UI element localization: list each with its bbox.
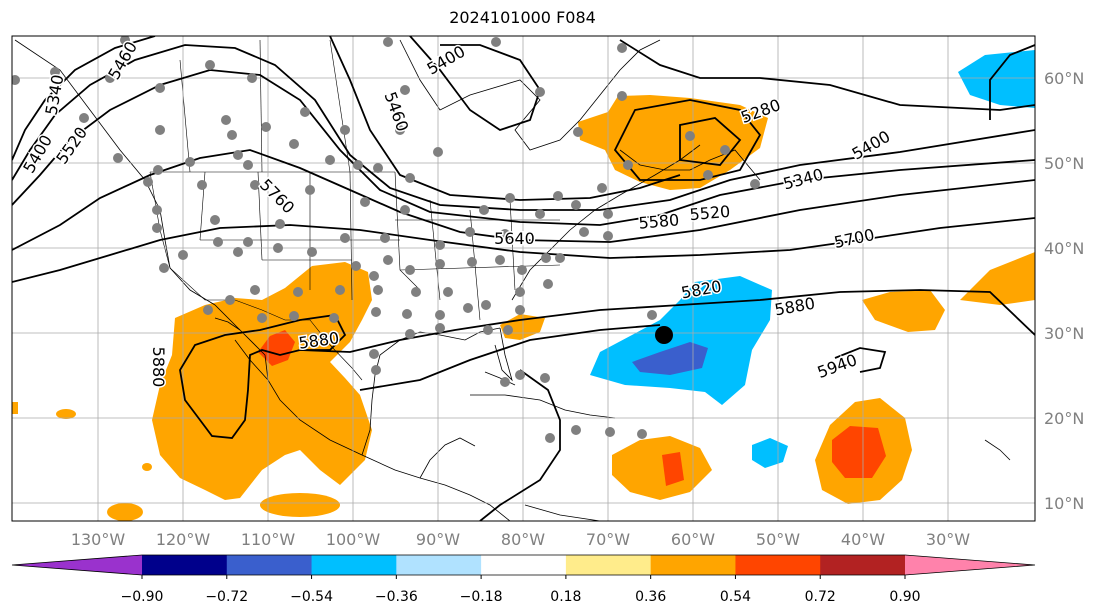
latitude-labels: 60°N 50°N 40°N 30°N 20°N 10°N [1044, 69, 1084, 513]
positive-anomaly-east-edge [960, 252, 1035, 305]
colorbar [11, 554, 1036, 576]
anomaly-shading [12, 50, 1035, 521]
colorbar-segment [396, 555, 482, 575]
colorbar-tick-label: 0.72 [805, 589, 836, 605]
colorbar-segment [311, 555, 397, 575]
colorbar-segment [142, 555, 228, 575]
height-contours [12, 36, 1035, 521]
station-dots [12, 36, 760, 443]
latitude-label: 10°N [1044, 494, 1084, 513]
contour-label: 5520 [689, 202, 731, 224]
negative-anomaly-northeast [958, 50, 1035, 108]
longitude-label: 120°W [156, 530, 211, 549]
longitude-label: 40°W [841, 530, 885, 549]
colorbar-tick-label: 0.90 [889, 589, 920, 605]
longitude-label: 70°W [586, 530, 630, 549]
positive-anomaly-atlantic-core [832, 426, 886, 478]
contour-label: 5340 [42, 73, 68, 116]
colorbar-tick-label: −0.72 [205, 589, 248, 605]
map-frame [11, 35, 1036, 522]
negative-anomaly-west-atlantic [590, 276, 772, 405]
colorbar-tick-label: −0.54 [290, 589, 333, 605]
longitude-label: 50°W [756, 530, 800, 549]
map-title: 2024101000 F084 [449, 8, 596, 27]
longitude-label: 90°W [416, 530, 460, 549]
longitude-label: 80°W [501, 530, 545, 549]
colorbar-segment [226, 555, 313, 575]
colorbar-tick-label: 0.18 [550, 589, 581, 605]
contour-label: 5340 [781, 165, 825, 194]
positive-anomaly-mexico [152, 262, 372, 500]
longitude-labels: 130°W 120°W 110°W 100°W 90°W 80°W 70°W 60°W 50°W… [71, 530, 970, 549]
colorbar-tick-label: −0.36 [375, 589, 418, 605]
colorbar-tick-label: 0.36 [635, 589, 666, 605]
contour-label: 5580 [638, 210, 680, 232]
colorbar-extend-low [12, 555, 142, 575]
contour-label: 5400 [19, 132, 56, 177]
contour-label: 5640 [494, 229, 535, 248]
colorbar-segment [735, 555, 821, 575]
colorbar-segment [565, 555, 652, 575]
colorbar-extend-high [905, 555, 1035, 575]
longitude-label: 130°W [71, 530, 126, 549]
highlighted-point [655, 326, 673, 344]
colorbar-tick-label: 0.54 [720, 589, 751, 605]
latitude-label: 50°N [1044, 154, 1084, 173]
contour-label: 5400 [849, 127, 894, 164]
colorbar-tick-label: −0.18 [460, 589, 503, 605]
latitude-label: 20°N [1044, 409, 1084, 428]
contour-label: 5940 [815, 350, 860, 382]
contour-label: 5880 [149, 347, 168, 388]
latitude-label: 40°N [1044, 239, 1084, 258]
latitude-label: 30°N [1044, 324, 1084, 343]
negative-anomaly-small [752, 438, 788, 468]
positive-anomaly-caribbean [612, 436, 712, 500]
longitude-label: 30°W [926, 530, 970, 549]
longitude-label: 110°W [241, 530, 296, 549]
positive-anomaly-caribbean-core [662, 452, 684, 486]
colorbar-segment [481, 555, 567, 575]
colorbar-tick-labels: −0.90 −0.72 −0.54 −0.36 −0.18 0.18 0.36 0.54 0.7… [121, 575, 921, 605]
colorbar-segment [650, 555, 736, 575]
positive-anomaly-mexico-core [258, 330, 295, 366]
contour-label: 5400 [424, 42, 469, 79]
contour-label: 5460 [381, 89, 413, 134]
longitude-label: 60°W [671, 530, 715, 549]
positive-anomaly-east-atlantic [862, 290, 945, 332]
negative-anomaly-core [632, 342, 708, 375]
longitude-label: 100°W [326, 530, 381, 549]
latitude-label: 60°N [1044, 69, 1084, 88]
colorbar-tick-label: −0.90 [121, 589, 164, 605]
colorbar-segment [820, 555, 906, 575]
contour-label: 5760 [256, 175, 298, 217]
contour-label: 5520 [52, 123, 91, 167]
